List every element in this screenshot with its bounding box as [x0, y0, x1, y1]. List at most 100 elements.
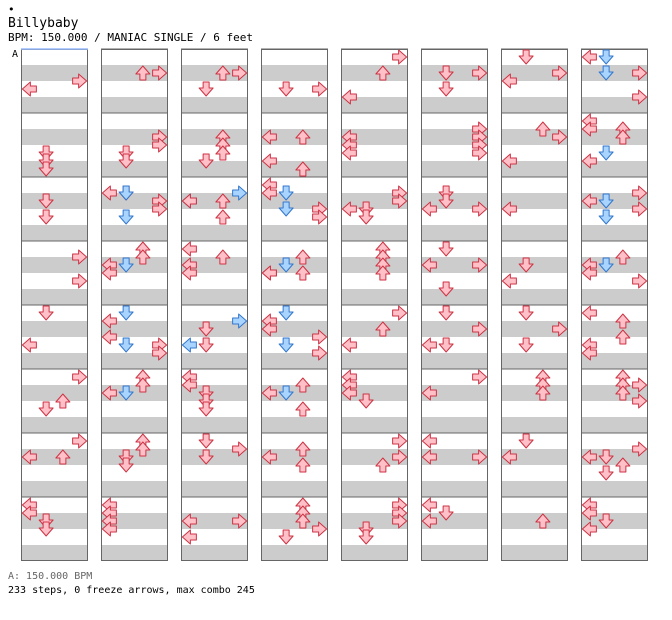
beat-band: [581, 177, 648, 193]
step-arrow-right: [152, 337, 168, 353]
step-arrow-right: [632, 377, 648, 393]
beat-band: [341, 465, 408, 481]
beat-band: [101, 369, 168, 385]
column-border: [421, 49, 488, 561]
step-arrow-right: [312, 201, 328, 217]
beat-band: [101, 385, 168, 401]
step-arrow-left: [101, 185, 117, 201]
step-arrow-right: [72, 273, 88, 289]
step-arrow-right: [392, 185, 408, 201]
beat-band: [261, 433, 328, 449]
step-arrow-left: [181, 529, 197, 545]
step-arrow-right: [392, 513, 408, 529]
beat-band: [341, 433, 408, 449]
step-arrow-down: [438, 65, 454, 81]
beat-band: [341, 497, 408, 513]
step-arrow-left: [341, 337, 357, 353]
step-arrow-left: [261, 153, 277, 169]
song-title: Billybaby: [8, 16, 79, 31]
beat-band: [101, 289, 168, 305]
beat-band: [421, 49, 488, 65]
step-arrow-right: [392, 49, 408, 65]
beat-band: [181, 545, 248, 561]
step-arrow-right: [632, 185, 648, 201]
step-arrow-right: [392, 305, 408, 321]
beat-band: [421, 225, 488, 241]
step-arrow-down: [598, 465, 614, 481]
step-arrow-down: [438, 337, 454, 353]
step-arrow-up: [295, 249, 311, 265]
step-arrow-down: [38, 209, 54, 225]
step-arrow-right: [472, 145, 488, 161]
title-block: • Billybaby BPM: 150.000 / MANIAC SINGLE…: [8, 4, 253, 44]
beat-band: [21, 529, 88, 545]
beat-band: [101, 321, 168, 337]
beat-band: [421, 257, 488, 273]
step-arrow-down: [198, 401, 214, 417]
step-arrow-right: [472, 65, 488, 81]
step-arrow-up: [135, 65, 151, 81]
step-arrow-down: [278, 201, 294, 217]
beat-band: [341, 481, 408, 497]
beat-band: [101, 65, 168, 81]
beat-band: [261, 145, 328, 161]
beat-band: [181, 273, 248, 289]
beat-band: [421, 161, 488, 177]
step-arrow-down: [38, 193, 54, 209]
column-border: [181, 49, 248, 561]
step-arrow-down: [518, 337, 534, 353]
column-border: [101, 49, 168, 561]
column-border: [501, 49, 568, 561]
step-arrow-down: [118, 257, 134, 273]
beat-band: [181, 465, 248, 481]
column-border: [341, 49, 408, 561]
chart-column: [261, 48, 328, 561]
beat-band: [261, 417, 328, 433]
beat-band: [101, 241, 168, 257]
beat-band: [261, 49, 328, 65]
step-arrow-up: [295, 161, 311, 177]
beat-band: [421, 433, 488, 449]
beat-band: [261, 353, 328, 369]
step-arrow-left: [341, 385, 357, 401]
step-arrow-down: [38, 521, 54, 537]
step-arrow-down: [118, 209, 134, 225]
step-arrow-left: [581, 497, 597, 513]
step-arrow-left: [421, 497, 437, 513]
step-arrow-down: [598, 513, 614, 529]
beat-band: [341, 81, 408, 97]
beat-band: [21, 481, 88, 497]
beat-band: [341, 225, 408, 241]
step-arrow-left: [261, 129, 277, 145]
step-arrow-left: [501, 73, 517, 89]
step-arrow-right: [392, 193, 408, 209]
step-arrow-up: [535, 121, 551, 137]
chart-column: [181, 48, 248, 561]
step-arrow-right: [392, 433, 408, 449]
step-arrow-left: [501, 273, 517, 289]
step-arrow-left: [181, 257, 197, 273]
beat-band: [501, 209, 568, 225]
beat-band: [101, 305, 168, 321]
beat-band: [261, 241, 328, 257]
beat-band: [101, 417, 168, 433]
step-arrow-up: [55, 393, 71, 409]
step-arrow-right: [312, 345, 328, 361]
step-arrow-left: [581, 121, 597, 137]
step-arrow-down: [198, 153, 214, 169]
beat-band: [261, 97, 328, 113]
beat-band: [261, 401, 328, 417]
beat-band: [581, 193, 648, 209]
beat-band: [581, 337, 648, 353]
beat-band: [341, 145, 408, 161]
chart-column: [21, 48, 88, 561]
beat-band: [341, 209, 408, 225]
step-arrow-down: [598, 257, 614, 273]
beat-band: [341, 401, 408, 417]
beat-band: [21, 545, 88, 561]
beat-band: [101, 337, 168, 353]
beat-band: [341, 129, 408, 145]
step-arrow-left: [21, 337, 37, 353]
step-arrow-down: [278, 185, 294, 201]
beat-band: [581, 113, 648, 129]
